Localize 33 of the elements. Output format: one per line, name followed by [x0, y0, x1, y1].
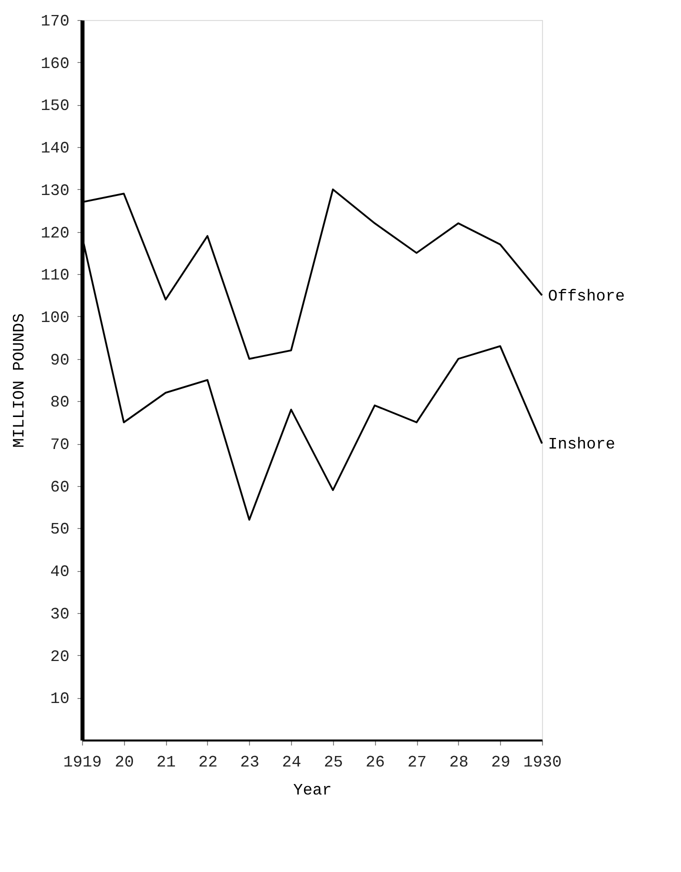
y-axis-title: MILLION POUNDS: [10, 313, 29, 448]
y-tick-label: 90: [50, 351, 70, 370]
x-tick-label: 26: [366, 754, 385, 772]
y-tick-label: 170: [40, 12, 70, 30]
y-tick-label: 40: [50, 563, 70, 582]
x-tick-label: 22: [198, 754, 218, 772]
x-tick-label: 23: [240, 754, 260, 772]
y-tick-label: 150: [40, 97, 70, 116]
x-tick-label: 1919: [63, 754, 102, 772]
series-label: Offshore: [548, 287, 625, 306]
x-tick-label: 27: [407, 754, 427, 772]
y-tick-label: 30: [50, 605, 70, 624]
y-tick-label: 70: [50, 436, 70, 454]
y-tick-label: 160: [40, 54, 70, 73]
x-tick-label: 28: [449, 754, 468, 772]
y-tick-label: 80: [50, 394, 70, 412]
y-tick-label: 20: [50, 648, 70, 666]
x-tick-label: 20: [114, 754, 134, 772]
y-tick-label: 130: [40, 182, 70, 200]
y-tick-label: 120: [40, 224, 70, 242]
y-tick-label: 100: [40, 308, 70, 327]
x-tick-label: 25: [324, 754, 344, 772]
y-tick-label: 110: [40, 266, 70, 285]
series-label: Inshore: [548, 436, 616, 454]
y-tick-label: 10: [50, 690, 70, 708]
x-tick-label: 21: [156, 754, 176, 772]
x-tick-label: 1930: [523, 754, 562, 772]
x-axis-title: Year: [293, 782, 332, 800]
x-tick-label: 29: [491, 754, 510, 772]
y-tick-label: 60: [50, 478, 70, 496]
y-tick-label: 50: [50, 520, 70, 539]
x-tick-label: 24: [282, 754, 302, 772]
y-tick-label: 140: [40, 140, 70, 158]
